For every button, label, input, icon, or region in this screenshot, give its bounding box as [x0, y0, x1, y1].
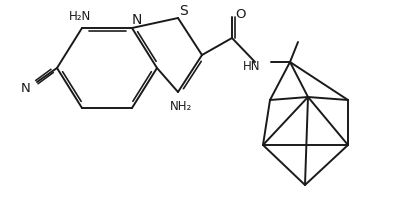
Text: NH₂: NH₂	[170, 100, 192, 113]
Text: O: O	[235, 8, 245, 21]
Text: HN: HN	[243, 60, 261, 73]
Text: N: N	[21, 81, 31, 95]
Text: S: S	[179, 4, 187, 18]
Text: N: N	[132, 13, 142, 27]
Text: H₂N: H₂N	[69, 11, 91, 23]
